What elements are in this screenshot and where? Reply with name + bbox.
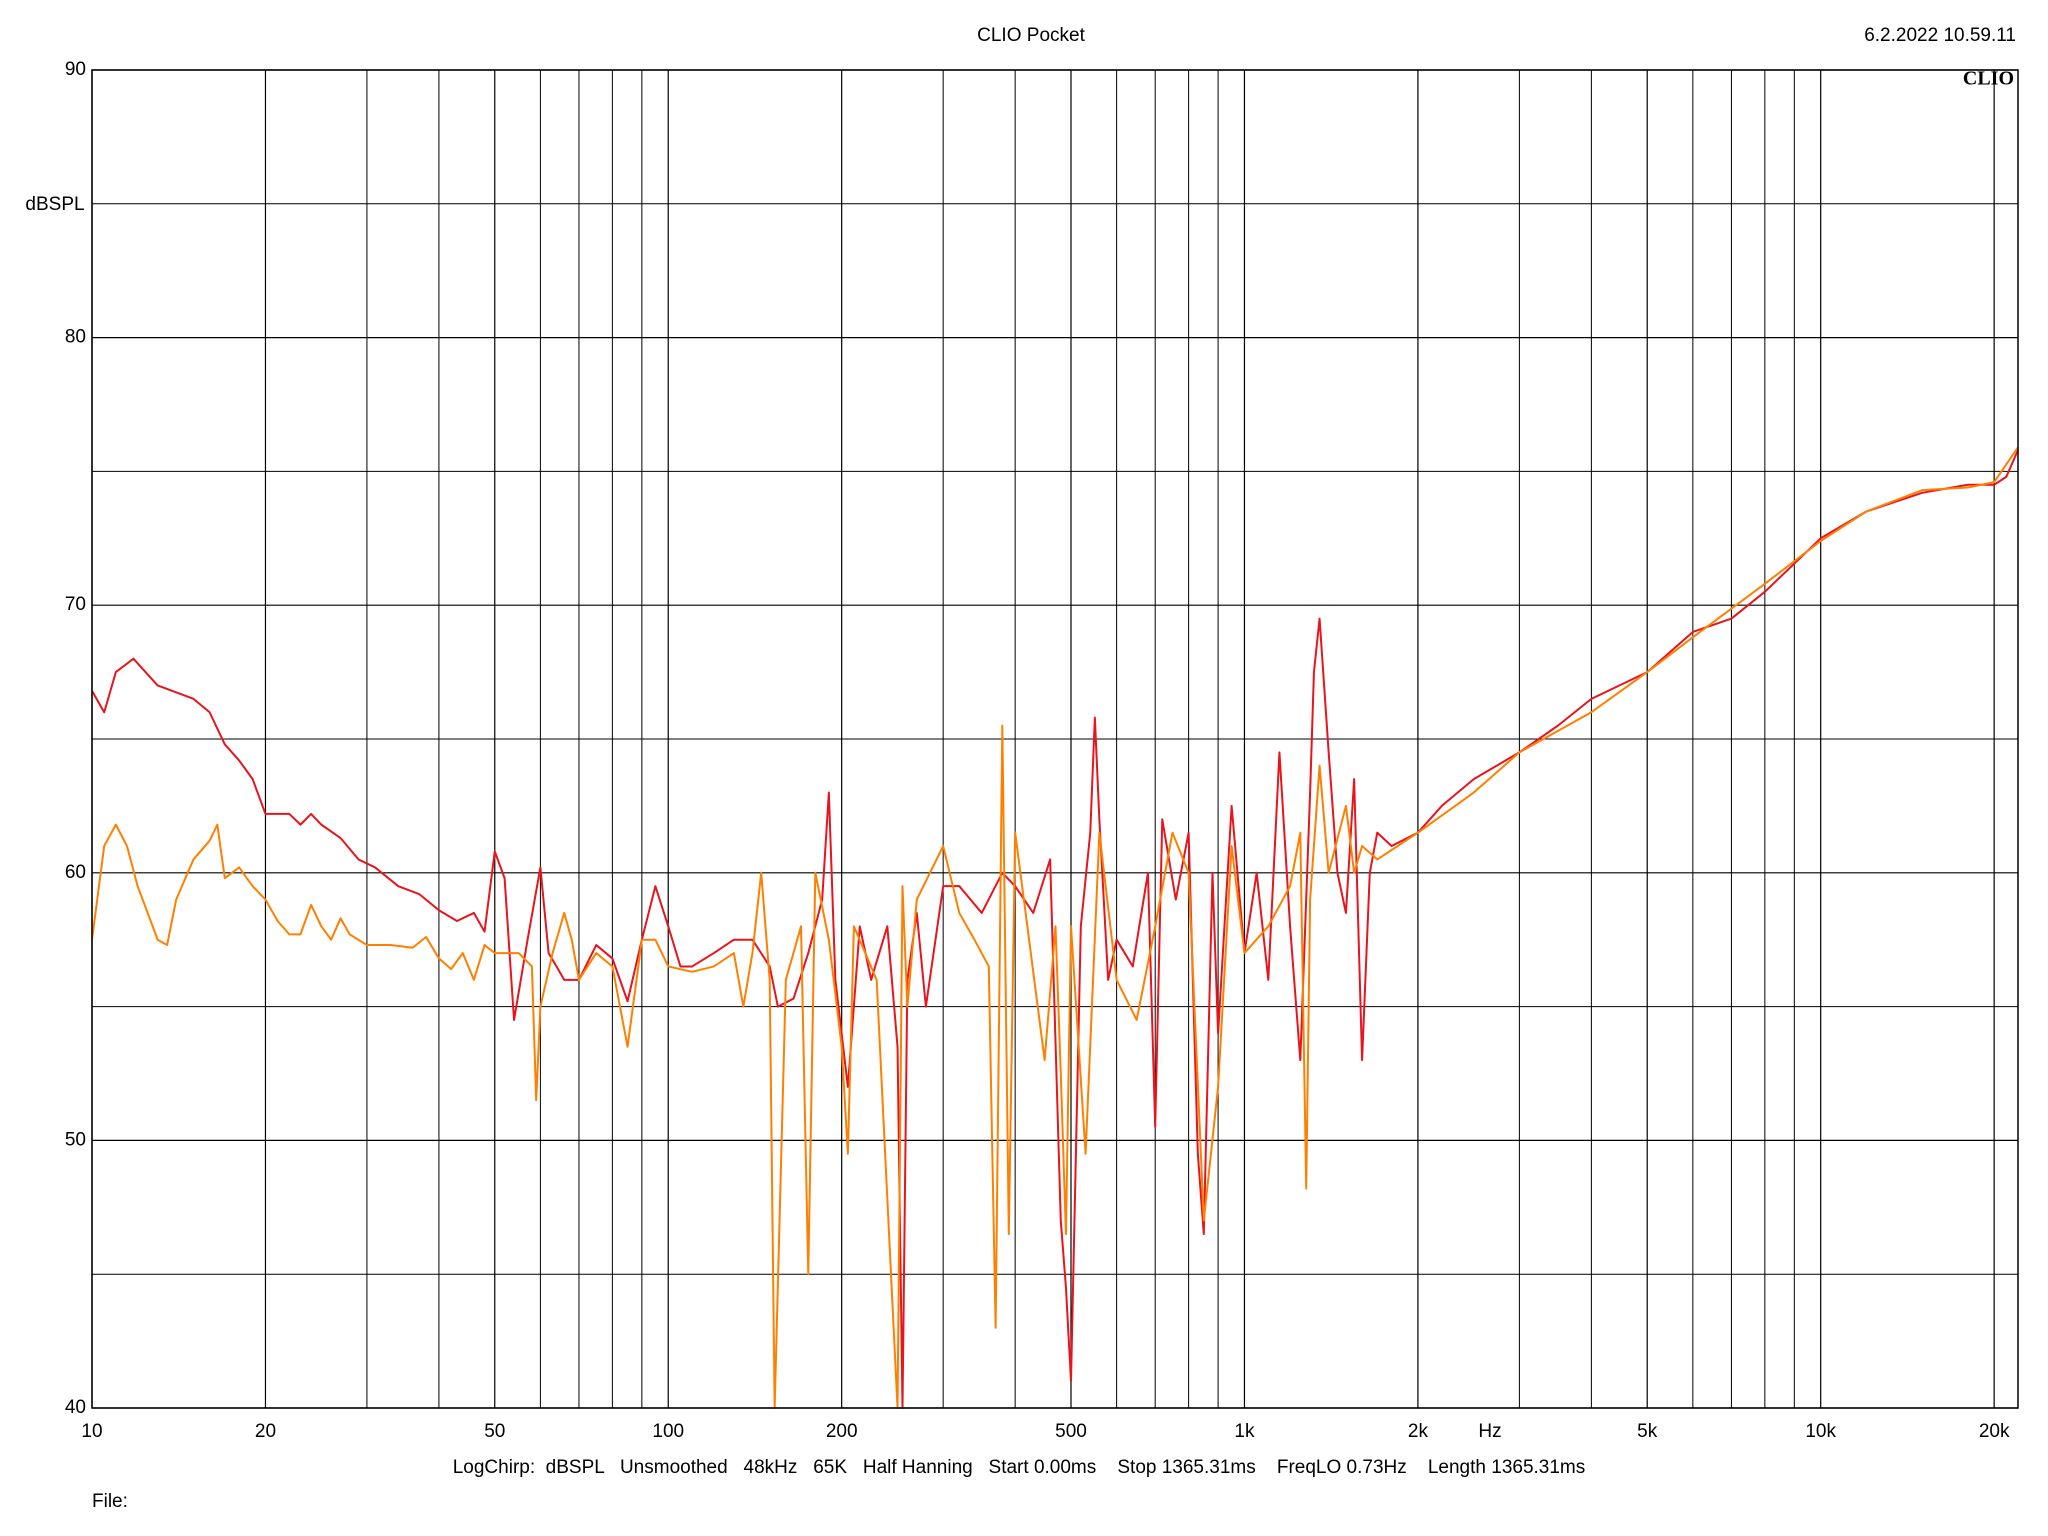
- y-axis-label: dBSPL: [25, 194, 84, 215]
- y-tick-label: 80: [65, 327, 86, 348]
- series-line: [91, 446, 2019, 1409]
- x-tick-label: 200: [826, 1421, 858, 1442]
- y-tick-label: 50: [65, 1129, 86, 1150]
- plot-border: [91, 69, 2019, 1409]
- file-label: File:: [92, 1491, 128, 1512]
- x-tick-label: 5k: [1637, 1421, 1658, 1442]
- footer-settings: LogChirp: dBSPL Unsmoothed 48kHz 65K Hal…: [453, 1457, 1586, 1478]
- series-line: [91, 449, 2019, 1409]
- x-unit-label: Hz: [1478, 1421, 1501, 1442]
- x-tick-label: 20: [255, 1421, 276, 1442]
- x-tick-label: 50: [484, 1421, 505, 1442]
- y-tick-label: 60: [65, 862, 86, 883]
- x-tick-label: 500: [1055, 1421, 1087, 1442]
- y-tick-label: 40: [65, 1397, 86, 1418]
- logo: CLIO: [1963, 68, 2014, 90]
- x-tick-label: 2k: [1408, 1421, 1429, 1442]
- timestamp: 6.2.2022 10.59.11: [1864, 25, 2016, 46]
- x-tick-label: 20k: [1979, 1421, 2010, 1442]
- x-tick-label: 10: [81, 1421, 102, 1442]
- x-tick-label: 10k: [1805, 1421, 1836, 1442]
- x-tick-label: 100: [652, 1421, 684, 1442]
- y-tick-label: 90: [65, 59, 86, 80]
- x-tick-label: 1k: [1234, 1421, 1255, 1442]
- chart-title: CLIO Pocket: [977, 25, 1085, 46]
- y-tick-label: 70: [65, 594, 86, 615]
